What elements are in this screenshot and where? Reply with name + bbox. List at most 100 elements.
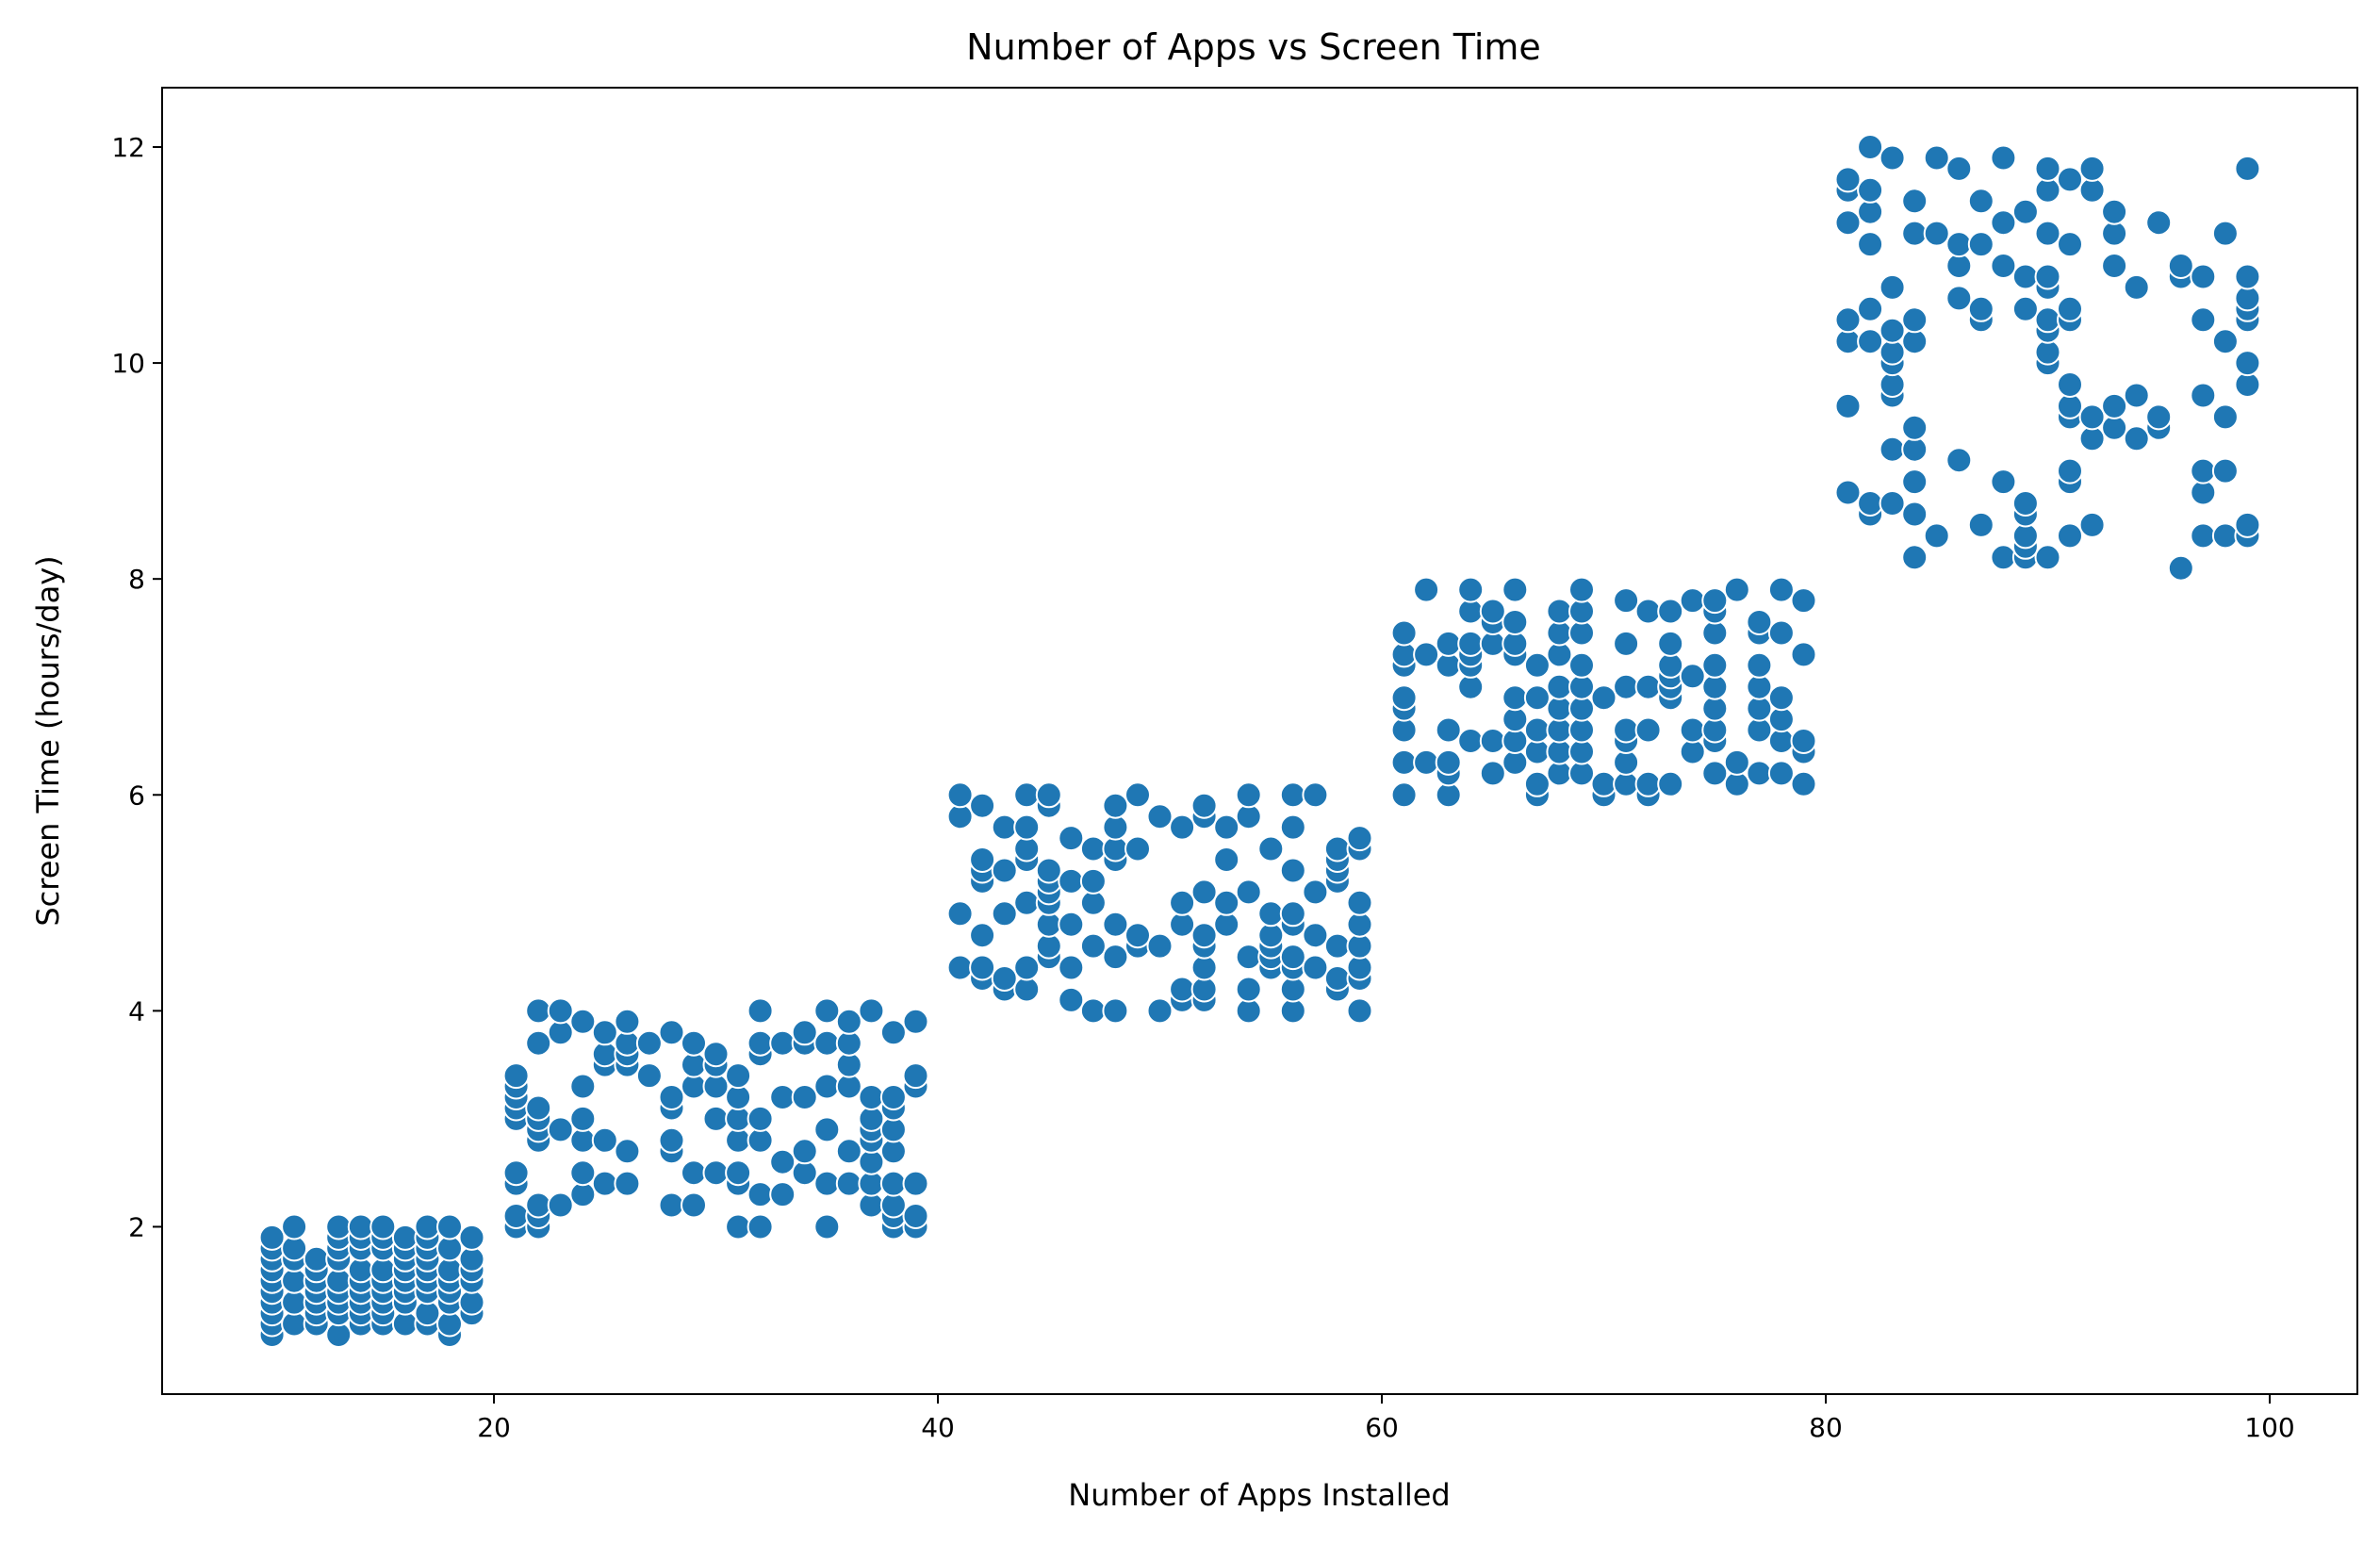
- data-point: [946, 781, 974, 809]
- data-point: [1634, 673, 1662, 700]
- data-point: [1990, 144, 2017, 172]
- data-point: [1102, 944, 1129, 971]
- data-point: [1523, 684, 1551, 712]
- data-point: [591, 1126, 618, 1154]
- data-point: [1590, 770, 1617, 797]
- y-tick-label: 2: [128, 1211, 145, 1242]
- data-point: [2234, 511, 2261, 538]
- data-point: [1058, 825, 1085, 852]
- data-point: [569, 1159, 597, 1187]
- data-point: [1235, 976, 1262, 1003]
- data-point: [436, 1213, 463, 1240]
- data-point: [1346, 825, 1373, 852]
- data-point: [1169, 976, 1196, 1003]
- data-point: [2211, 220, 2239, 247]
- x-axis-label: Number of Apps Installed: [1068, 1477, 1450, 1513]
- data-point: [2190, 522, 2217, 550]
- data-point: [1279, 900, 1306, 928]
- data-point: [1035, 857, 1062, 884]
- data-point: [702, 1159, 730, 1187]
- data-point: [1435, 630, 1462, 657]
- data-point: [1079, 997, 1107, 1025]
- data-point: [1767, 684, 1795, 712]
- data-point: [1546, 598, 1573, 625]
- data-point: [1323, 932, 1351, 960]
- data-point: [591, 1170, 618, 1197]
- data-point: [635, 1029, 663, 1057]
- data-point: [1879, 273, 1906, 301]
- data-point: [1923, 220, 1950, 247]
- data-point: [1923, 144, 1950, 172]
- data-point: [547, 1116, 574, 1143]
- data-point: [1857, 295, 1884, 322]
- data-point: [1235, 879, 1262, 906]
- data-point: [1723, 748, 1750, 776]
- data-point: [1723, 576, 1750, 603]
- x-axis: 20 40 60 80 100: [477, 1394, 2295, 1443]
- data-point: [747, 1213, 774, 1240]
- data-point: [1990, 253, 2017, 279]
- data-point: [1701, 760, 1729, 787]
- data-point: [1746, 651, 1773, 679]
- data-point: [1790, 641, 1817, 668]
- data-point: [2034, 220, 2061, 247]
- data-point: [1502, 684, 1529, 712]
- data-point: [835, 1008, 862, 1035]
- data-point: [1235, 944, 1262, 971]
- data-point: [1146, 932, 1174, 960]
- data-point: [1679, 716, 1706, 744]
- data-point: [1058, 954, 1085, 981]
- data-point: [1679, 587, 1706, 615]
- x-tick-label: 60: [1365, 1412, 1399, 1443]
- data-point: [2190, 382, 2217, 409]
- data-point: [547, 1191, 574, 1219]
- data-point: [813, 1116, 841, 1143]
- data-point: [1945, 231, 1973, 258]
- data-point: [1613, 587, 1640, 615]
- data-point: [1058, 986, 1085, 1013]
- data-point: [813, 997, 841, 1025]
- data-point: [791, 1019, 818, 1046]
- data-point: [991, 900, 1018, 928]
- data-point: [1746, 760, 1773, 787]
- data-point: [1790, 728, 1817, 754]
- data-point: [502, 1203, 530, 1229]
- data-point: [1102, 792, 1129, 819]
- data-point: [879, 1084, 907, 1110]
- data-point: [747, 997, 774, 1025]
- data-point: [1013, 813, 1041, 841]
- data-point: [1923, 522, 1950, 550]
- data-point: [2234, 263, 2261, 290]
- data-point: [1302, 922, 1329, 949]
- data-point: [1568, 576, 1595, 603]
- data-point: [2057, 231, 2083, 258]
- data-point: [1790, 770, 1817, 797]
- data-point: [1213, 846, 1240, 873]
- data-point: [303, 1245, 330, 1273]
- data-point: [2145, 209, 2173, 237]
- data-point: [1857, 328, 1884, 355]
- data-point: [525, 1094, 552, 1122]
- data-point: [369, 1213, 397, 1240]
- data-point: [1279, 857, 1306, 884]
- data-point: [1146, 997, 1174, 1025]
- x-tick-label: 20: [477, 1412, 511, 1443]
- data-point: [1102, 997, 1129, 1025]
- data-point: [2167, 554, 2194, 582]
- data-point: [1746, 609, 1773, 635]
- data-point: [835, 1138, 862, 1165]
- data-point: [458, 1224, 485, 1251]
- data-point: [1901, 544, 1929, 571]
- data-point: [658, 1019, 685, 1046]
- data-point: [2145, 403, 2173, 431]
- data-point: [969, 846, 996, 873]
- data-point: [1857, 231, 1884, 258]
- data-point: [1502, 609, 1529, 635]
- data-point: [614, 1170, 641, 1197]
- data-point: [969, 954, 996, 981]
- data-point: [1502, 576, 1529, 603]
- data-points: [258, 134, 2261, 1348]
- data-point: [1213, 813, 1240, 841]
- data-point: [902, 1008, 929, 1035]
- data-point: [1767, 760, 1795, 787]
